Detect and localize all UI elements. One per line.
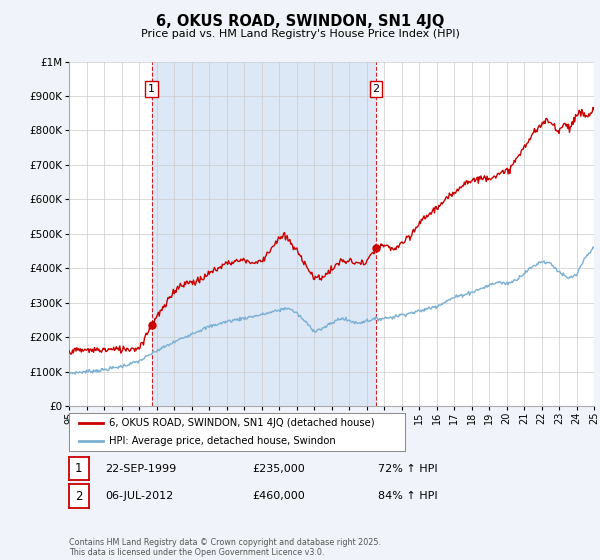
Text: 1: 1 bbox=[148, 84, 155, 94]
Text: Contains HM Land Registry data © Crown copyright and database right 2025.
This d: Contains HM Land Registry data © Crown c… bbox=[69, 538, 381, 557]
Text: HPI: Average price, detached house, Swindon: HPI: Average price, detached house, Swin… bbox=[109, 436, 336, 446]
Text: 22-SEP-1999: 22-SEP-1999 bbox=[105, 464, 176, 474]
Text: 2: 2 bbox=[373, 84, 380, 94]
Text: £460,000: £460,000 bbox=[252, 491, 305, 501]
Text: 6, OKUS ROAD, SWINDON, SN1 4JQ (detached house): 6, OKUS ROAD, SWINDON, SN1 4JQ (detached… bbox=[109, 418, 375, 428]
Text: 6, OKUS ROAD, SWINDON, SN1 4JQ: 6, OKUS ROAD, SWINDON, SN1 4JQ bbox=[156, 14, 444, 29]
Text: 06-JUL-2012: 06-JUL-2012 bbox=[105, 491, 173, 501]
Text: £235,000: £235,000 bbox=[252, 464, 305, 474]
Text: 2: 2 bbox=[75, 489, 83, 503]
Bar bbox=[152, 62, 376, 406]
Text: 72% ↑ HPI: 72% ↑ HPI bbox=[378, 464, 437, 474]
Text: 1: 1 bbox=[75, 462, 83, 475]
Text: Price paid vs. HM Land Registry's House Price Index (HPI): Price paid vs. HM Land Registry's House … bbox=[140, 29, 460, 39]
Text: 84% ↑ HPI: 84% ↑ HPI bbox=[378, 491, 437, 501]
